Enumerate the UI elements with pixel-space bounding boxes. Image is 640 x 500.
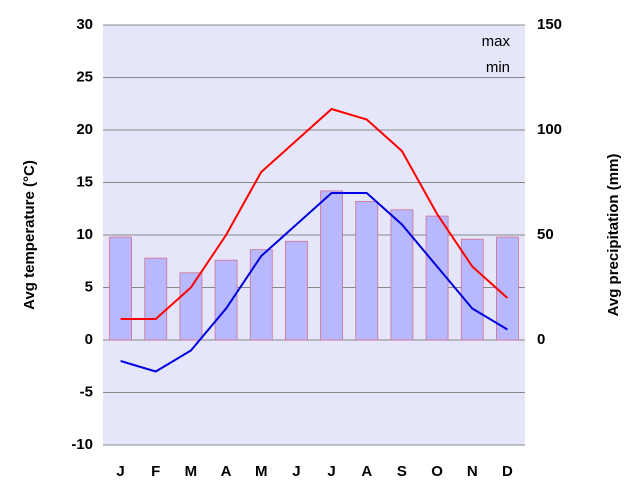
- bar: [390, 209, 414, 341]
- y2-tick-label: 0: [537, 331, 545, 348]
- x-tick-label: M: [255, 463, 268, 480]
- bar: [425, 215, 449, 341]
- y-tick-label: 25: [76, 68, 93, 85]
- y-tick-label: -10: [71, 436, 93, 453]
- bar: [285, 240, 308, 341]
- x-tick-label: J: [292, 463, 300, 480]
- x-tick-label: F: [151, 463, 160, 480]
- y-tick-label: 30: [76, 16, 93, 33]
- bar: [355, 200, 379, 341]
- x-tick-label: S: [397, 463, 407, 480]
- y-tick-label: 0: [85, 331, 93, 348]
- y-tick-label: 10: [76, 226, 93, 243]
- y2-tick-label: 150: [537, 16, 562, 33]
- bar: [214, 259, 238, 341]
- x-tick-label: O: [431, 463, 443, 480]
- x-tick-label: A: [221, 463, 232, 480]
- bar: [249, 249, 273, 341]
- y-tick-label: 20: [76, 121, 93, 138]
- x-tick-label: A: [361, 463, 372, 480]
- x-tick-label: J: [116, 463, 124, 480]
- y2-tick-label: 50: [537, 226, 554, 243]
- y-axis-label: Avg temperature (°C): [21, 160, 38, 310]
- y2-axis-label: Avg precipitation (mm): [605, 154, 622, 317]
- bar: [460, 238, 484, 341]
- x-tick-label: D: [502, 463, 513, 480]
- bar: [179, 272, 203, 341]
- x-tick-label: N: [467, 463, 478, 480]
- y2-tick-label: 100: [537, 121, 562, 138]
- line: [120, 107, 509, 320]
- bar: [109, 236, 132, 341]
- y-tick-label: 15: [76, 173, 93, 190]
- y-tick-label: 5: [85, 278, 93, 295]
- line: [120, 192, 508, 373]
- x-tick-label: J: [327, 463, 335, 480]
- legend-entry: max: [482, 33, 511, 50]
- y-tick-label: -5: [80, 383, 93, 400]
- x-tick-label: M: [185, 463, 198, 480]
- legend-entry: min: [486, 59, 510, 76]
- bar: [144, 257, 168, 341]
- bar: [320, 190, 343, 341]
